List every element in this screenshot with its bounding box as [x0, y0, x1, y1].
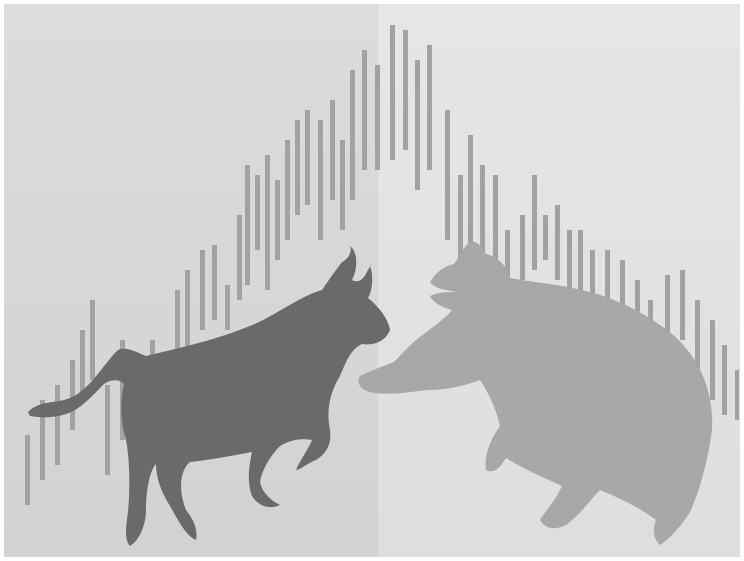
page: (() => { const data = JSON.parse(documen…	[0, 0, 744, 561]
bull-bear-illustration	[0, 0, 744, 561]
background-left	[4, 4, 378, 557]
